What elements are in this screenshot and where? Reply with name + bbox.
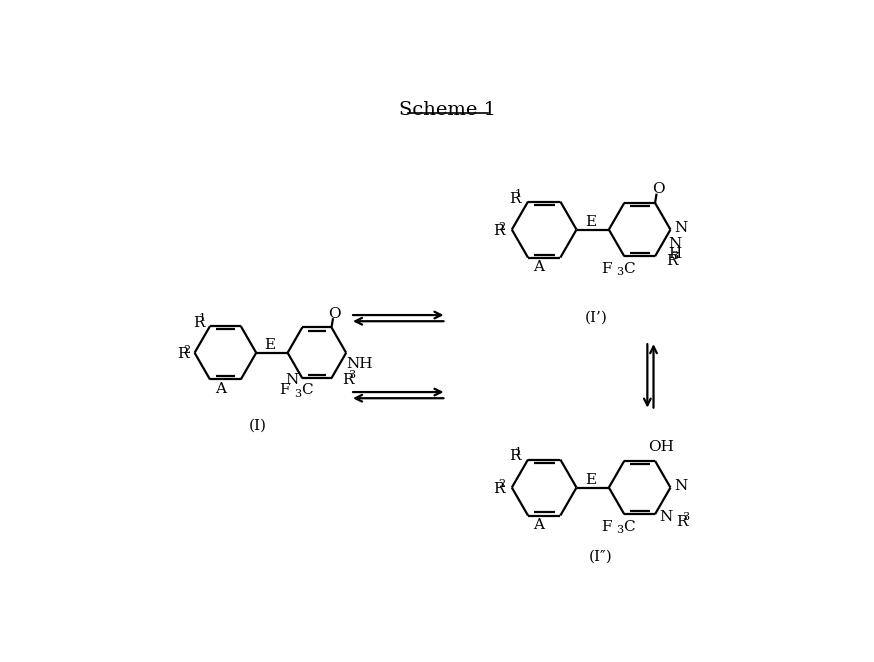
Text: R: R bbox=[193, 316, 205, 330]
Text: N: N bbox=[675, 479, 688, 493]
Text: 3: 3 bbox=[616, 524, 624, 535]
Text: R: R bbox=[177, 348, 189, 361]
Text: 3: 3 bbox=[295, 389, 302, 399]
Text: (I″): (I″) bbox=[588, 550, 613, 564]
Text: A: A bbox=[533, 518, 545, 532]
Text: R: R bbox=[666, 254, 677, 268]
Text: E: E bbox=[585, 215, 596, 229]
Text: 1: 1 bbox=[515, 189, 522, 199]
Text: O: O bbox=[329, 307, 341, 320]
Text: E: E bbox=[585, 473, 596, 487]
Text: 1: 1 bbox=[515, 447, 522, 457]
Text: F: F bbox=[280, 383, 290, 397]
Text: F: F bbox=[601, 520, 612, 534]
Text: (I’): (I’) bbox=[585, 311, 608, 325]
Text: C: C bbox=[301, 383, 312, 397]
Text: R: R bbox=[510, 449, 521, 463]
Text: R: R bbox=[343, 373, 354, 387]
Text: R: R bbox=[676, 515, 688, 529]
Text: 1: 1 bbox=[198, 313, 205, 324]
Text: C: C bbox=[622, 261, 635, 275]
Text: 2: 2 bbox=[499, 479, 506, 489]
Text: H: H bbox=[669, 247, 682, 261]
Text: NH: NH bbox=[347, 357, 373, 371]
Text: N: N bbox=[675, 221, 688, 235]
Text: R: R bbox=[493, 482, 505, 496]
Text: A: A bbox=[533, 260, 545, 274]
Text: 3: 3 bbox=[682, 512, 689, 522]
Text: 2: 2 bbox=[499, 222, 506, 232]
Text: N: N bbox=[669, 238, 682, 252]
Text: F: F bbox=[601, 261, 612, 275]
Text: 3: 3 bbox=[616, 267, 624, 277]
Text: OH: OH bbox=[649, 440, 674, 454]
Text: Scheme 1: Scheme 1 bbox=[399, 101, 496, 119]
Text: 3: 3 bbox=[348, 370, 355, 380]
Text: N: N bbox=[285, 373, 298, 387]
Text: O: O bbox=[652, 182, 664, 196]
Text: C: C bbox=[622, 520, 635, 534]
Text: E: E bbox=[265, 338, 275, 352]
Text: R: R bbox=[493, 224, 505, 238]
Text: (I): (I) bbox=[249, 419, 267, 433]
Text: R: R bbox=[510, 191, 521, 205]
Text: 2: 2 bbox=[183, 345, 191, 355]
Text: A: A bbox=[215, 382, 226, 396]
Text: N: N bbox=[659, 510, 672, 524]
Text: 3: 3 bbox=[671, 252, 678, 261]
